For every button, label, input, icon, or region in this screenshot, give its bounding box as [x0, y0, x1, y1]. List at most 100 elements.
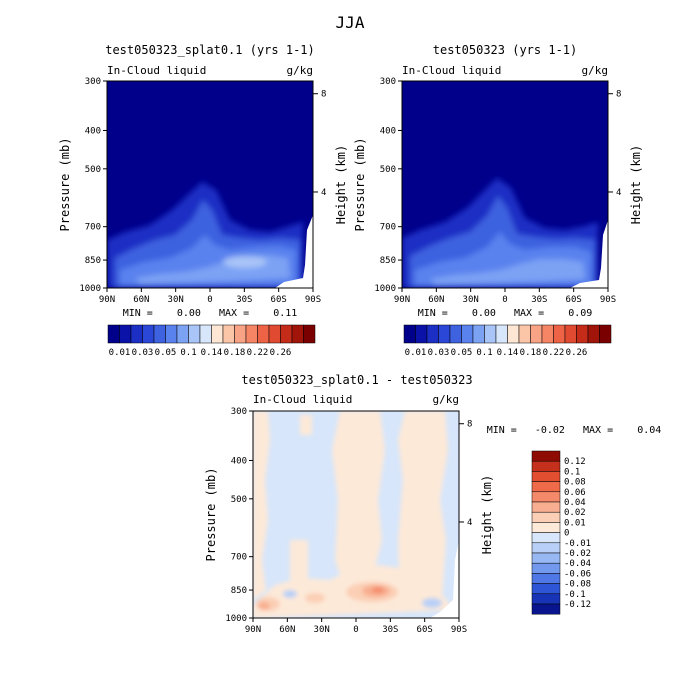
- panel-2-colorbar: 0.01 0.03 0.05 0.1 0.14 0.18 0.22 0.26: [403, 324, 612, 358]
- colorbar-swatch: [484, 324, 497, 344]
- colorbar-swatch: [234, 324, 247, 344]
- panel-3-negative-patch-b: [283, 590, 297, 598]
- colorbar-swatch: [587, 324, 600, 344]
- colorbar-swatch: [531, 481, 561, 493]
- y-axis-title: Pressure (mb): [204, 468, 218, 562]
- x-tick-label: 30N: [314, 625, 330, 635]
- colorbar-label: 0.01: [109, 348, 131, 358]
- colorbar-swatch: [107, 324, 120, 344]
- panel-3-positive-band-central: [332, 411, 385, 600]
- panel-2-contour-level-4: [430, 259, 585, 285]
- panel-1-axes: 90N 60N 30N 0 30S 60S 90S 300 400 500 700 850 1000 8 4…: [58, 77, 348, 305]
- y-tick-label: 400: [85, 126, 101, 136]
- panel-1-title: test050323_splat0.1 (yrs 1-1): [105, 43, 315, 57]
- colorbar-label: 0.1: [180, 348, 196, 358]
- panel-3-title: test050323_splat0.1 - test050323: [241, 373, 472, 387]
- y2-axis-title: Height (km): [629, 145, 643, 224]
- colorbar-swatch: [531, 603, 561, 615]
- colorbar-swatch: [531, 511, 561, 523]
- colorbar-swatch: [245, 324, 258, 344]
- panel-2-units-label: g/kg: [582, 64, 609, 77]
- panel-2-missing-region: [570, 220, 608, 288]
- x-tick-label: 0: [353, 625, 358, 635]
- panel-3-missing-region: [430, 540, 459, 618]
- y-tick-label: 300: [380, 77, 396, 87]
- colorbar-label: 0.18: [224, 348, 246, 358]
- colorbar-swatch: [130, 324, 143, 344]
- panel-3-units-label: g/kg: [433, 393, 460, 406]
- colorbar-swatch: [461, 324, 474, 344]
- colorbar-swatch: [153, 324, 166, 344]
- colorbar-label: 0.26: [270, 348, 292, 358]
- colorbar-swatch: [211, 324, 224, 344]
- panel-1: test050323_splat0.1 (yrs 1-1) In-Cloud l…: [58, 43, 348, 358]
- panel-2-variable-label: In-Cloud liquid: [402, 64, 501, 77]
- panel-3-field: [253, 411, 459, 618]
- panel-1-missing-region: [275, 215, 313, 288]
- colorbar-label: 0.03: [132, 348, 154, 358]
- y-axis-title: Pressure (mb): [58, 138, 72, 232]
- y2-tick-label: 8: [467, 420, 472, 430]
- y-tick-label: 1000: [79, 284, 101, 294]
- colorbar-swatch: [165, 324, 178, 344]
- y-tick-label: 400: [231, 456, 247, 466]
- colorbar-swatch: [553, 324, 566, 344]
- colorbar-swatch: [438, 324, 451, 344]
- colorbar-swatch: [303, 324, 316, 344]
- colorbar-swatch: [426, 324, 439, 344]
- colorbar-swatch: [531, 573, 561, 584]
- colorbar-swatch: [449, 324, 462, 344]
- panel-3-positive-band-south: [398, 411, 448, 612]
- colorbar-label: 0.12: [564, 457, 586, 467]
- colorbar-label: -0.02: [564, 549, 591, 559]
- panel-3-negative-patch-a: [422, 598, 442, 608]
- panel-2-field: [402, 81, 608, 288]
- panel-3-stats: MIN = -0.02 MAX = 0.04: [487, 425, 662, 436]
- panel-3-positive-patch-mid: [290, 540, 308, 580]
- colorbar-swatch: [531, 491, 561, 503]
- colorbar-swatch: [291, 324, 304, 344]
- colorbar-swatch: [576, 324, 589, 344]
- x-tick-label: 90N: [245, 625, 261, 635]
- panel-2-axes: 90N 60N 30N 0 30S 60S 90S 300 400 500 700 850 1000 8 4…: [353, 77, 643, 305]
- colorbar-swatch: [495, 324, 508, 344]
- colorbar-label: 0: [564, 529, 569, 539]
- colorbar-swatch: [530, 324, 543, 344]
- y-tick-label: 850: [231, 586, 247, 596]
- colorbar-label: 0.26: [566, 348, 588, 358]
- colorbar-swatch: [472, 324, 485, 344]
- x-tick-label: 30S: [382, 625, 398, 635]
- x-tick-label: 30S: [236, 295, 252, 305]
- page-title: JJA: [336, 13, 365, 32]
- colorbar-swatch: [142, 324, 155, 344]
- colorbar-label: -0.08: [564, 580, 591, 590]
- colorbar-swatch: [176, 324, 189, 344]
- x-tick-label: 30S: [531, 295, 547, 305]
- colorbar-label: 0.01: [564, 518, 586, 528]
- y-tick-label: 400: [380, 126, 396, 136]
- colorbar-swatch: [531, 501, 561, 513]
- y-tick-label: 500: [85, 165, 101, 175]
- colorbar-swatch: [518, 324, 531, 344]
- y2-tick-label: 8: [616, 90, 621, 100]
- panel-1-stats: MIN = 0.00 MAX = 0.11: [123, 308, 298, 319]
- colorbar-swatch: [280, 324, 293, 344]
- y-tick-label: 1000: [374, 284, 396, 294]
- x-tick-label: 60N: [133, 295, 149, 305]
- colorbar-label: 0.22: [543, 348, 565, 358]
- colorbar-swatch: [531, 552, 561, 564]
- panel-1-variable-label: In-Cloud liquid: [107, 64, 206, 77]
- x-tick-label: 60S: [271, 295, 287, 305]
- y2-axis-title: Height (km): [334, 145, 348, 224]
- x-tick-label: 60S: [566, 295, 582, 305]
- panel-2-title: test050323 (yrs 1-1): [433, 43, 578, 57]
- panel-3-colorbar: 0.120.10.080.060.040.020.010-0.01-0.02-0…: [531, 450, 591, 615]
- panel-1-field: [107, 81, 313, 288]
- x-tick-label: 0: [207, 295, 212, 305]
- y-tick-label: 700: [231, 553, 247, 563]
- colorbar-swatch: [199, 324, 212, 344]
- panel-1-contour-level-5: [223, 256, 267, 268]
- colorbar-label: 0.1: [476, 348, 492, 358]
- x-tick-label: 0: [502, 295, 507, 305]
- x-tick-label: 60S: [417, 625, 433, 635]
